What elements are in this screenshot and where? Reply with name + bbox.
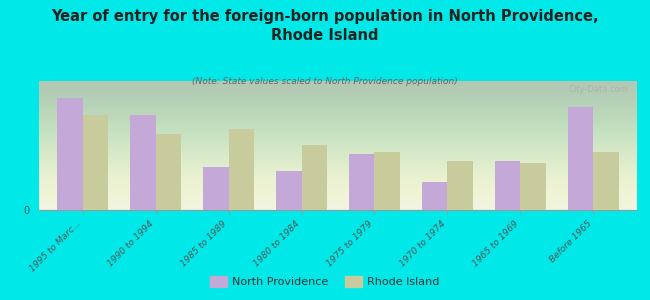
Bar: [495, 160, 520, 210]
Bar: [57, 98, 83, 210]
Bar: [567, 107, 593, 210]
Bar: [130, 115, 156, 210]
Legend: North Providence, Rhode Island: North Providence, Rhode Island: [205, 271, 445, 291]
Bar: [276, 171, 302, 210]
Text: City-Data.com: City-Data.com: [568, 85, 628, 94]
Bar: [422, 182, 447, 210]
Bar: [83, 115, 109, 210]
Bar: [302, 145, 327, 210]
Text: (Note: State values scaled to North Providence population): (Note: State values scaled to North Prov…: [192, 76, 458, 85]
Bar: [203, 167, 229, 210]
Bar: [520, 163, 546, 210]
Bar: [374, 152, 400, 210]
Bar: [593, 152, 619, 210]
Bar: [447, 160, 473, 210]
Bar: [229, 129, 254, 210]
Bar: [156, 134, 181, 210]
Text: Year of entry for the foreign-born population in North Providence,
Rhode Island: Year of entry for the foreign-born popul…: [51, 9, 599, 43]
Bar: [349, 154, 374, 210]
